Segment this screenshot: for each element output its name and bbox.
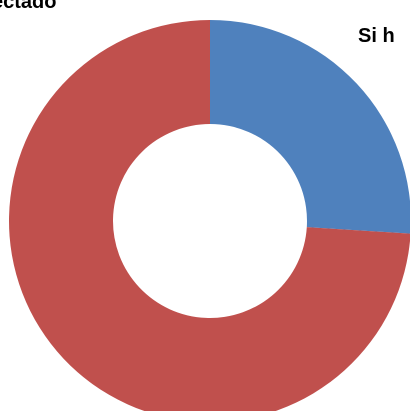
slice: [8, 20, 410, 411]
slice-label: Si h: [358, 25, 395, 47]
slices: [8, 20, 410, 411]
slice-label: ectado: [0, 0, 56, 13]
slice: [210, 20, 410, 234]
